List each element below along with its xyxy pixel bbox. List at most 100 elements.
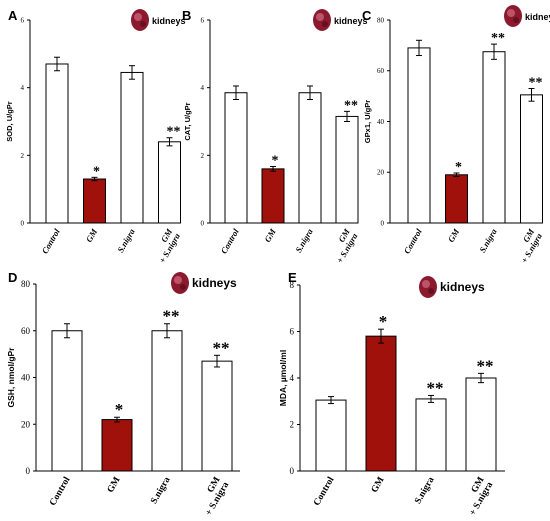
organ-label: kidneys <box>192 276 237 290</box>
x-tick-label: GM+ S.nigra <box>149 226 182 264</box>
panel-letter: D <box>8 270 17 285</box>
bar-group-4 <box>201 360 233 472</box>
y-tick-label: 40 <box>377 118 385 126</box>
y-axis-label: GSH, nmol/gPr <box>6 347 16 408</box>
x-tick-label: GM <box>370 475 387 494</box>
bar-group-4 <box>335 115 359 224</box>
x-tick-label: GM+ S.nigra <box>511 226 544 264</box>
y-tick-label: 20 <box>377 169 385 177</box>
significance-marker: * <box>379 312 388 331</box>
bar-group-4 <box>465 377 497 472</box>
bar-group-1 <box>51 330 83 472</box>
y-tick-label: 60 <box>377 67 385 75</box>
panel-letter: E <box>288 270 297 285</box>
x-tick-label: GM <box>446 227 462 244</box>
significance-marker: ** <box>491 31 505 46</box>
bar-group-3 <box>482 51 506 224</box>
x-tick-label: Control <box>40 226 62 255</box>
y-axis-label: GPx1, U/gPr <box>363 100 372 143</box>
bar-gm <box>101 419 133 472</box>
significance-marker: ** <box>427 378 444 397</box>
x-tick-label: Control <box>48 475 73 508</box>
y-tick-label: 0 <box>290 466 295 476</box>
significance-marker: ** <box>477 356 494 375</box>
y-axis-label: CAT, U/gPr <box>183 102 192 140</box>
bar-group-3 <box>120 71 144 224</box>
y-axis-label: MDA, µmol/ml <box>278 350 288 406</box>
x-tick-label: GM+ S.nigra <box>459 475 495 517</box>
x-tick-label: S.nigra <box>413 475 436 506</box>
y-tick-label: 0 <box>201 219 205 227</box>
y-tick-label: 8 <box>290 280 295 290</box>
bar-gm <box>365 335 397 472</box>
significance-marker: ** <box>529 76 543 91</box>
y-tick-label: 0 <box>381 219 385 227</box>
bar-group-1 <box>407 47 431 224</box>
bar-group-1 <box>224 92 248 224</box>
x-tick-label: S.nigra <box>293 226 315 254</box>
bar-group-4 <box>158 141 181 224</box>
y-axis-label: SOD, U/gPr <box>5 101 14 142</box>
kidney-icon <box>313 9 331 31</box>
x-tick-label: GM+ S.nigra <box>327 226 360 264</box>
x-tick-label: S.nigra <box>477 226 499 254</box>
bar-group-1 <box>45 63 69 224</box>
y-tick-label: 4 <box>201 84 205 92</box>
bar-group-3 <box>151 330 183 472</box>
y-tick-label: 0 <box>26 466 31 476</box>
y-tick-label: 2 <box>201 152 205 160</box>
bar-group-4 <box>520 94 543 224</box>
bar-gm <box>261 168 285 224</box>
y-tick-label: 80 <box>21 279 31 289</box>
kidney-icon <box>171 272 189 294</box>
y-tick-label: 20 <box>21 419 31 429</box>
x-tick-label: GM <box>106 475 123 494</box>
x-tick-label: GM <box>262 227 278 244</box>
significance-marker: ** <box>167 125 181 140</box>
y-tick-label: 6 <box>21 16 25 24</box>
y-tick-label: 6 <box>201 16 205 24</box>
panel-letter: C <box>362 8 372 23</box>
y-tick-label: 40 <box>21 373 31 383</box>
x-tick-label: Control <box>219 226 241 255</box>
y-tick-label: 60 <box>21 326 31 336</box>
significance-marker: ** <box>213 338 230 357</box>
x-tick-label: Control <box>402 226 424 255</box>
kidney-icon <box>504 5 522 27</box>
panel-letter: A <box>8 8 18 23</box>
significance-marker: * <box>93 164 100 179</box>
organ-label: kidneys <box>152 16 186 26</box>
bar-group-3 <box>298 92 322 224</box>
significance-marker: * <box>455 160 462 175</box>
y-tick-label: 4 <box>21 84 25 92</box>
x-tick-label: S.nigra <box>149 475 172 506</box>
organ-label: kidneys <box>525 12 550 22</box>
kidney-icon <box>131 9 149 31</box>
y-tick-label: 2 <box>21 152 25 160</box>
x-tick-label: GM <box>84 227 100 244</box>
x-tick-label: Control <box>312 475 337 508</box>
significance-marker: * <box>272 153 279 168</box>
significance-marker: ** <box>344 98 358 113</box>
panel-letter: B <box>182 8 191 23</box>
bar-group-3 <box>415 398 447 472</box>
y-tick-label: 80 <box>377 16 385 24</box>
significance-marker: * <box>115 400 124 419</box>
bar-gm <box>445 174 468 224</box>
y-tick-label: 2 <box>290 420 295 430</box>
chart-panel-c: Ckidneys 0 20 40 60 80 GPx1, U/gPr Control * GM **… <box>362 5 550 265</box>
significance-marker: ** <box>163 307 180 326</box>
x-tick-label: S.nigra <box>115 226 137 254</box>
organ-label: kidneys <box>440 280 485 294</box>
kidney-icon <box>419 276 437 298</box>
bar-group-1 <box>315 399 347 472</box>
y-tick-label: 6 <box>290 327 295 337</box>
y-tick-label: 0 <box>21 219 25 227</box>
organ-label: kidneys <box>334 16 368 26</box>
bar-gm <box>83 178 106 224</box>
